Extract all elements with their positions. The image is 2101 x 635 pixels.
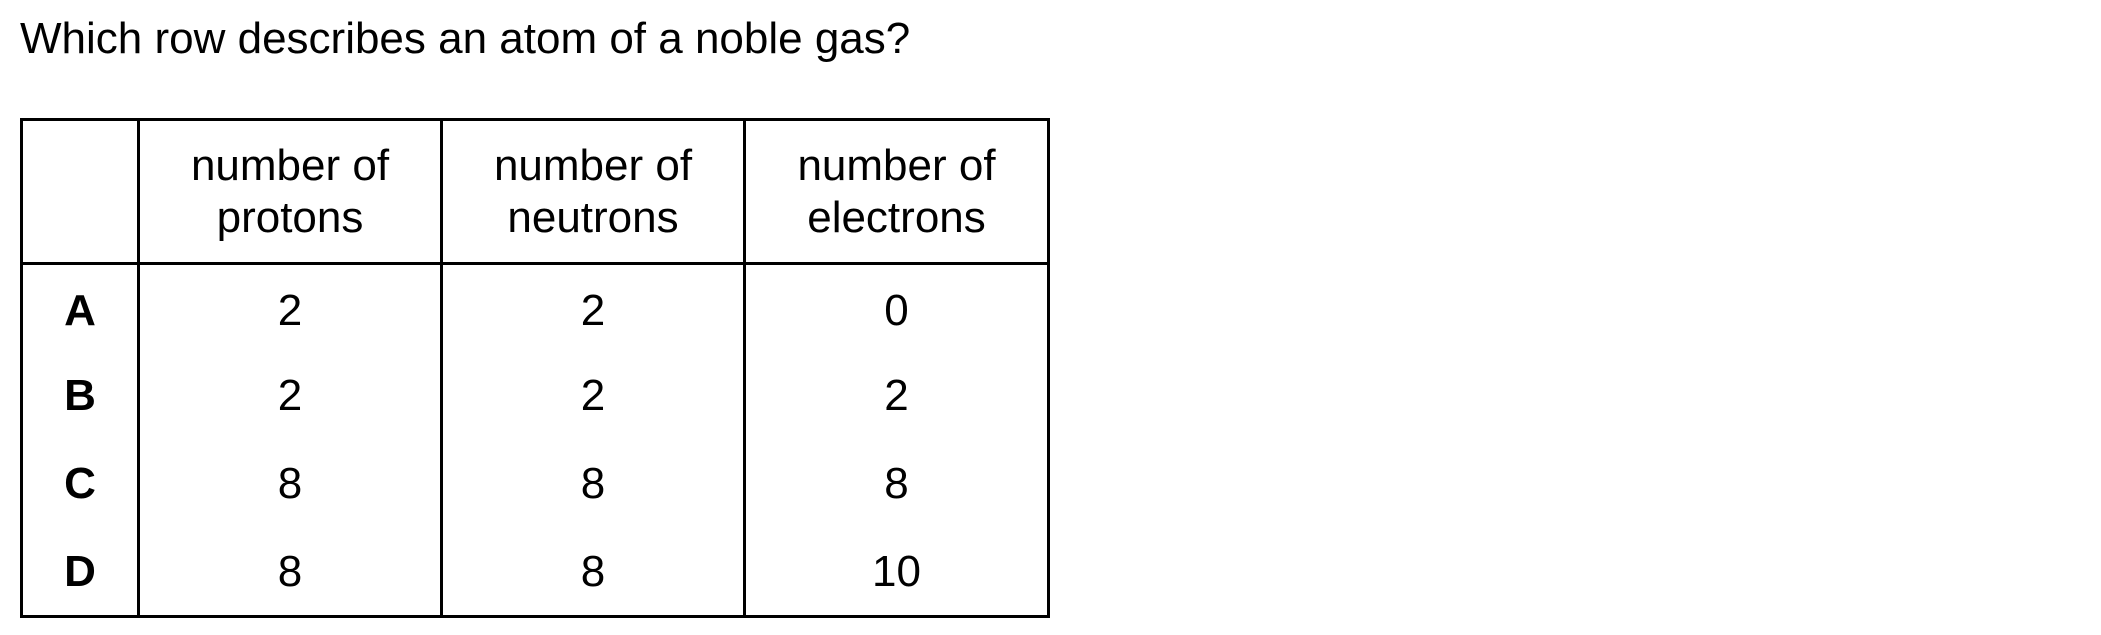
row-letter: B xyxy=(20,351,140,440)
row-letter: D xyxy=(20,528,140,617)
header-neutrons-line-1: number of xyxy=(493,140,693,190)
question-text: Which row describes an atom of a noble g… xyxy=(20,14,911,63)
electrons-cell: 10 xyxy=(743,528,1050,617)
table-header-row: number of protons number of neutrons num… xyxy=(20,119,1050,265)
protons-cell: 8 xyxy=(137,528,443,617)
neutrons-cell: 8 xyxy=(440,440,746,529)
electrons-cell: 0 xyxy=(743,263,1050,352)
neutrons-cell: 2 xyxy=(440,263,746,352)
header-protons-line-1: number of xyxy=(190,140,390,190)
row-letter: C xyxy=(20,440,140,529)
electrons-cell: 8 xyxy=(743,440,1050,529)
table-row-b: B 2 2 2 xyxy=(20,351,1050,440)
header-electrons: number of electrons xyxy=(743,119,1050,265)
table-row-a: A 2 2 0 xyxy=(20,263,1050,352)
header-electrons-line-2: electrons xyxy=(807,192,986,242)
neutrons-cell: 8 xyxy=(440,528,746,617)
table-row-d: D 8 8 10 xyxy=(20,528,1050,617)
header-protons: number of protons xyxy=(137,119,443,265)
header-empty-cell xyxy=(20,119,140,265)
neutrons-cell: 2 xyxy=(440,351,746,440)
header-electrons-line-1: number of xyxy=(797,140,996,190)
table-row-c: C 8 8 8 xyxy=(20,440,1050,529)
protons-cell: 8 xyxy=(137,440,443,529)
header-neutrons-line-2: neutrons xyxy=(507,192,679,242)
options-table: number of protons number of neutrons num… xyxy=(20,118,1050,618)
header-neutrons: number of neutrons xyxy=(440,119,746,265)
electrons-cell: 2 xyxy=(743,351,1050,440)
protons-cell: 2 xyxy=(137,263,443,352)
header-protons-line-2: protons xyxy=(216,192,364,242)
row-letter: A xyxy=(20,263,140,352)
protons-cell: 2 xyxy=(137,351,443,440)
